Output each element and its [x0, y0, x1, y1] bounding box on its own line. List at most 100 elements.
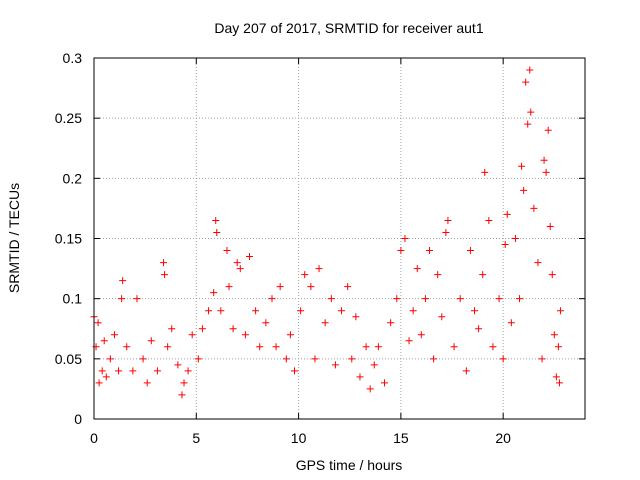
data-point — [526, 66, 534, 74]
data-point — [262, 319, 270, 327]
data-point — [129, 367, 137, 375]
data-point — [321, 319, 329, 327]
data-point — [311, 355, 319, 363]
data-point — [160, 259, 168, 267]
data-point — [153, 367, 161, 375]
data-point — [530, 204, 538, 212]
data-point — [276, 283, 284, 291]
axis-ticks — [93, 57, 585, 420]
data-point — [548, 271, 556, 279]
data-point — [546, 222, 554, 230]
data-point — [198, 325, 206, 333]
data-point — [194, 355, 202, 363]
data-point — [522, 78, 530, 86]
data-point — [527, 108, 535, 116]
data-point — [511, 235, 519, 242]
x-tick-label: 20 — [495, 430, 511, 446]
data-point — [133, 295, 141, 303]
data-point — [301, 271, 309, 279]
y-tick-label: 0.3 — [63, 50, 83, 66]
data-point — [344, 283, 352, 291]
data-point — [401, 235, 409, 242]
data-point — [212, 216, 220, 224]
data-point — [405, 337, 413, 345]
data-point — [417, 331, 425, 339]
data-point — [210, 289, 218, 297]
data-point — [161, 271, 169, 279]
data-point — [236, 265, 244, 273]
y-tick-label: 0.2 — [63, 170, 83, 186]
data-point — [393, 295, 401, 303]
data-point — [520, 186, 528, 194]
data-point — [516, 295, 524, 303]
data-point — [534, 259, 542, 267]
data-point — [456, 295, 464, 303]
data-point — [524, 120, 532, 128]
y-tick-label: 0.05 — [55, 351, 82, 367]
data-point — [123, 343, 131, 351]
x-tick-labels: 0 5 10 15 20 — [90, 430, 511, 446]
data-point — [178, 391, 186, 399]
data-point — [139, 355, 147, 363]
data-point — [147, 337, 155, 345]
data-point — [268, 295, 276, 303]
data-point — [241, 331, 249, 339]
data-point — [118, 295, 126, 303]
data-point — [272, 343, 280, 351]
data-point — [100, 337, 108, 345]
data-point — [518, 162, 526, 170]
data-point — [331, 361, 339, 369]
data-point — [286, 331, 294, 339]
data-point — [205, 307, 213, 315]
data-point — [552, 373, 560, 381]
data-point — [245, 253, 253, 261]
data-point — [180, 379, 188, 387]
data-point — [362, 343, 370, 351]
data-point — [217, 307, 225, 315]
data-point — [338, 307, 346, 315]
data-point — [442, 228, 450, 236]
data-point — [229, 325, 237, 333]
data-point — [290, 367, 298, 375]
data-point — [409, 307, 417, 315]
data-point — [168, 325, 176, 333]
data-point — [413, 265, 421, 273]
data-point — [421, 295, 429, 303]
x-tick-label: 10 — [291, 430, 307, 446]
data-point — [495, 295, 503, 303]
data-point — [256, 343, 264, 351]
data-point — [554, 343, 562, 351]
data-point — [462, 367, 470, 375]
data-point — [479, 271, 487, 279]
grid-lines — [94, 58, 585, 419]
data-point — [282, 355, 290, 363]
data-point — [174, 361, 182, 369]
data-point — [348, 355, 356, 363]
data-point — [356, 373, 364, 381]
data-point — [370, 361, 378, 369]
data-point — [352, 313, 360, 321]
data-point — [540, 156, 548, 164]
data-point — [374, 343, 382, 351]
data-point — [223, 247, 231, 255]
y-tick-label: 0.15 — [55, 231, 82, 247]
data-point — [450, 343, 458, 351]
data-point — [466, 247, 474, 255]
x-tick-label: 5 — [192, 430, 200, 446]
x-axis-label: GPS time / hours — [296, 457, 403, 473]
data-point — [184, 367, 192, 375]
y-tick-label: 0.1 — [63, 291, 83, 307]
data-point — [499, 355, 507, 363]
data-point — [475, 325, 483, 333]
data-point — [119, 277, 127, 285]
data-point — [489, 343, 497, 351]
data-point — [297, 307, 305, 315]
data-point — [542, 168, 550, 176]
data-point — [381, 379, 389, 387]
data-point — [538, 355, 546, 363]
data-point — [556, 307, 564, 315]
data-point — [106, 355, 114, 363]
data-point — [115, 367, 123, 375]
y-axis-label: SRMTID / TECUs — [6, 183, 22, 293]
